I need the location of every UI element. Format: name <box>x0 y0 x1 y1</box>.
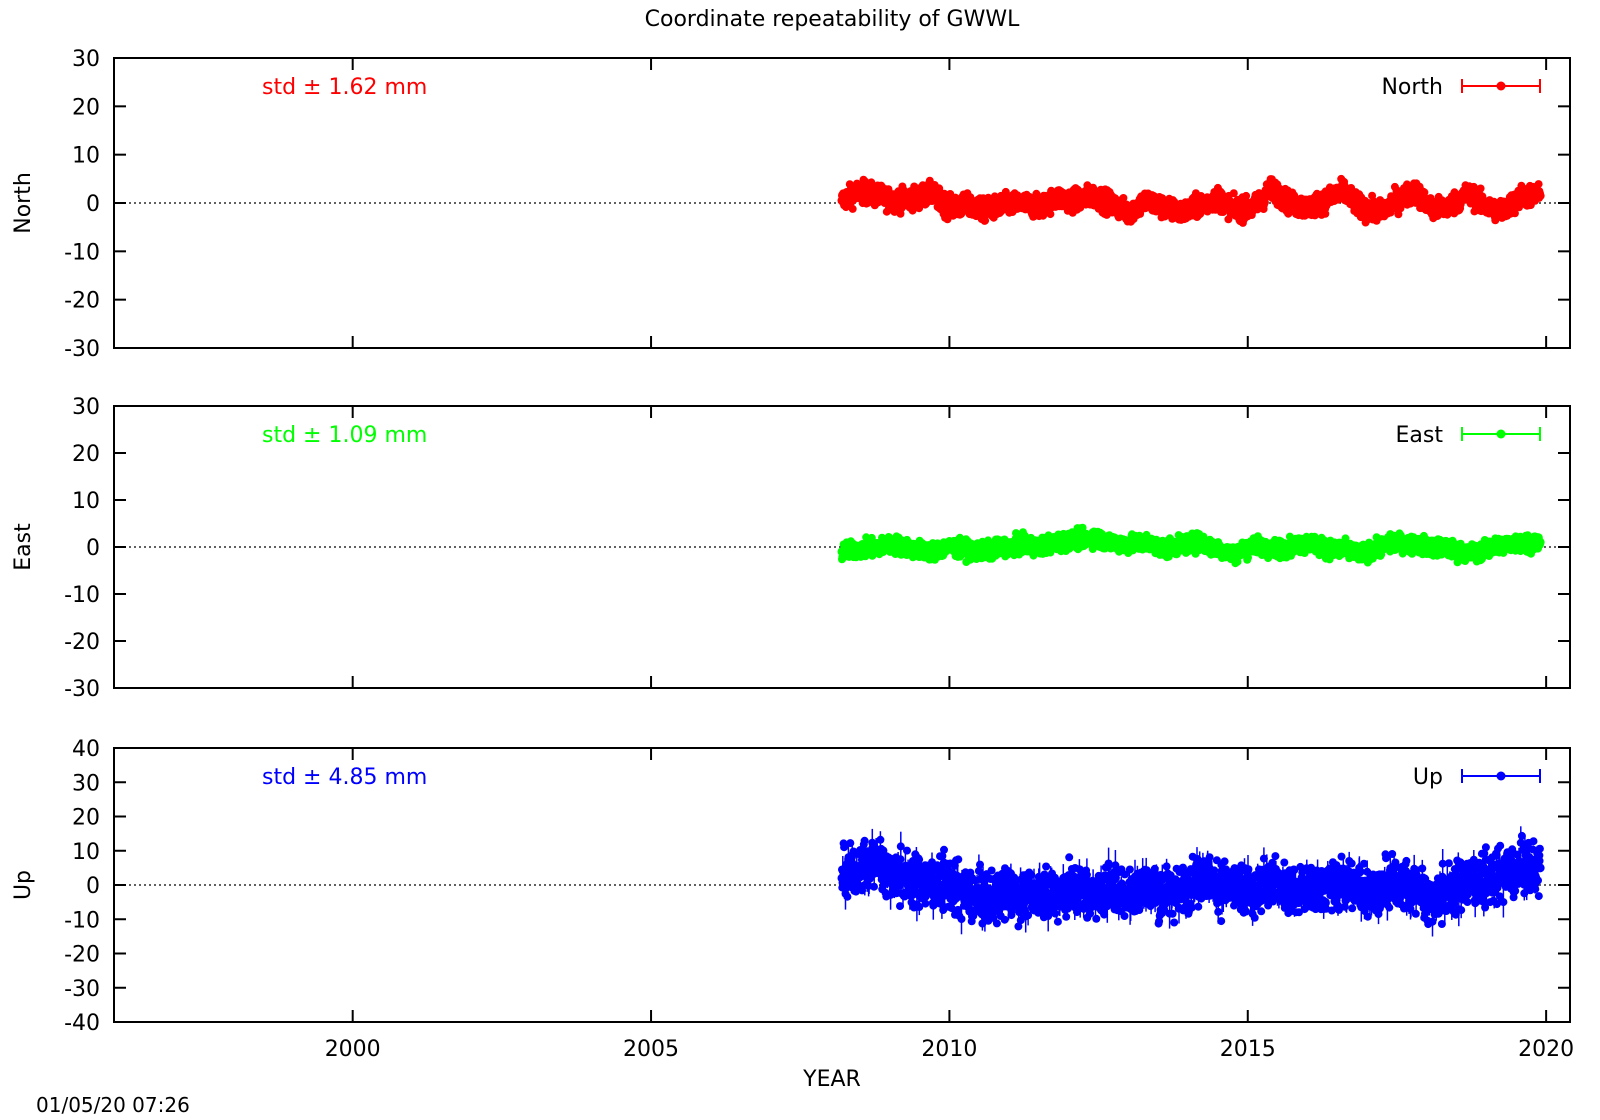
east-legend-marker <box>1496 429 1506 439</box>
north-data-point <box>915 204 924 213</box>
north-data-point <box>848 204 857 213</box>
panel-north: -30 -20 -10 0 10 20 30 North std ± 1.62 mm North <box>11 47 1571 362</box>
east-ytick-label: 0 <box>86 536 100 561</box>
east-y-axis-label: East <box>11 523 36 571</box>
east-std-annotation: std ± 1.09 mm <box>262 423 427 448</box>
north-data-point <box>1476 184 1485 193</box>
north-data-point <box>1534 180 1543 189</box>
north-ytick-label: -20 <box>64 289 100 314</box>
east-ytick-label: -20 <box>64 630 100 655</box>
east-ytick-label: -10 <box>64 583 100 608</box>
north-legend-label: North <box>1381 75 1443 100</box>
east-ytick-label: 10 <box>72 489 100 514</box>
east-data-points <box>837 523 1545 568</box>
east-ytick-label: 20 <box>72 442 100 467</box>
north-data-point <box>1229 189 1238 198</box>
north-ytick-label: 0 <box>86 192 100 217</box>
north-ytick-label: 10 <box>72 144 100 169</box>
north-std-annotation: std ± 1.62 mm <box>262 75 427 100</box>
north-ytick-label: 20 <box>72 95 100 120</box>
east-ytick-label: 30 <box>72 395 100 420</box>
north-data-point <box>940 189 949 198</box>
north-legend-marker <box>1496 81 1506 91</box>
panel-east: -30 -20 -10 0 10 20 30 East std ± 1.09 mm East <box>11 395 1571 702</box>
east-legend-label: East <box>1396 423 1444 448</box>
north-ytick-label: 30 <box>72 47 100 72</box>
north-data-point <box>981 216 990 225</box>
north-data-points <box>837 174 1545 227</box>
north-data-point <box>1321 209 1330 218</box>
north-data-point <box>1535 189 1544 198</box>
chart-title: Coordinate repeatability of GWWL <box>645 7 1020 32</box>
north-y-axis-label: North <box>11 172 36 234</box>
east-legend: East <box>1396 423 1541 448</box>
north-ytick-label: -10 <box>64 240 100 265</box>
east-ytick-label: -30 <box>64 677 100 702</box>
north-ytick-label: -30 <box>64 337 100 362</box>
north-legend: North <box>1381 75 1541 100</box>
